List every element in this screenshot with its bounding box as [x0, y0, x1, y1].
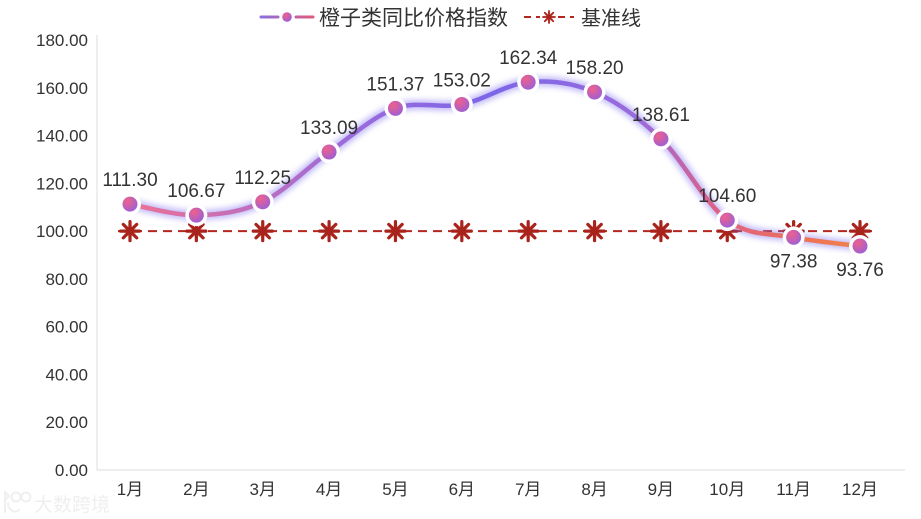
svg-text:4月: 4月: [316, 480, 342, 499]
svg-text:133.09: 133.09: [300, 118, 358, 139]
svg-text:151.37: 151.37: [366, 74, 424, 95]
svg-text:138.61: 138.61: [632, 105, 690, 126]
svg-text:基准线: 基准线: [581, 7, 641, 30]
svg-text:大数跨境: 大数跨境: [34, 494, 110, 516]
svg-text:93.76: 93.76: [836, 260, 884, 281]
svg-text:162.34: 162.34: [499, 48, 558, 69]
svg-text:3月: 3月: [249, 480, 275, 499]
svg-text:158.20: 158.20: [565, 58, 623, 79]
svg-text:9月: 9月: [648, 480, 674, 499]
svg-text:111.30: 111.30: [102, 170, 157, 191]
svg-text:1月: 1月: [117, 480, 143, 499]
svg-text:180.00: 180.00: [36, 31, 88, 50]
svg-text:7月: 7月: [515, 480, 541, 499]
svg-text:100.00: 100.00: [36, 222, 88, 241]
svg-text:153.02: 153.02: [433, 70, 491, 91]
svg-text:橙子类同比价格指数: 橙子类同比价格指数: [319, 7, 508, 30]
svg-text:80.00: 80.00: [45, 270, 88, 289]
svg-text:20.00: 20.00: [45, 413, 88, 432]
svg-text:160.00: 160.00: [36, 79, 88, 98]
svg-text:11月: 11月: [776, 480, 811, 499]
svg-text:97.38: 97.38: [770, 251, 818, 272]
svg-text:10月: 10月: [709, 480, 745, 499]
svg-text:104.60: 104.60: [698, 186, 756, 207]
svg-text:12月: 12月: [842, 480, 878, 499]
svg-text:0.00: 0.00: [55, 461, 88, 480]
svg-text:140.00: 140.00: [36, 127, 88, 146]
svg-text:60.00: 60.00: [45, 318, 88, 337]
svg-text:106.67: 106.67: [167, 181, 225, 202]
svg-text:5月: 5月: [382, 480, 408, 499]
svg-text:2月: 2月: [183, 480, 209, 499]
svg-text:120.00: 120.00: [36, 174, 88, 193]
svg-text:8月: 8月: [581, 480, 607, 499]
svg-text:6月: 6月: [449, 480, 475, 499]
svg-text:40.00: 40.00: [45, 365, 88, 384]
svg-text:112.25: 112.25: [234, 168, 291, 189]
